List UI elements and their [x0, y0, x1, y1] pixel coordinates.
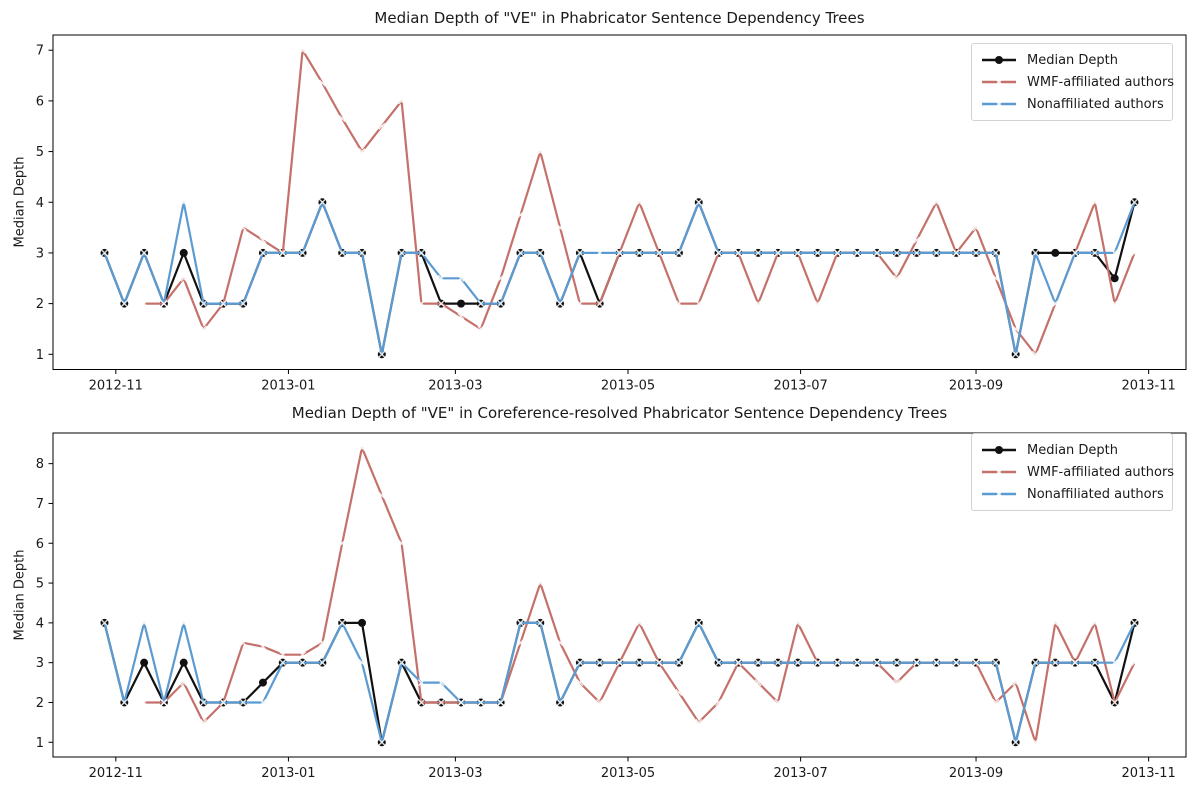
svg-text:2013-01: 2013-01 [261, 766, 315, 781]
nonaffiliated-line-sample-icon [982, 490, 1016, 498]
svg-text:7: 7 [36, 497, 44, 512]
bottom-chart-series-median-depth [100, 618, 1139, 747]
legend-item-wmf-affiliated: WMF-affiliated authors [980, 461, 1174, 483]
svg-text:2: 2 [36, 297, 44, 312]
svg-text:6: 6 [36, 94, 44, 109]
svg-text:2013-05: 2013-05 [601, 766, 655, 781]
svg-text:2012-11: 2012-11 [89, 379, 143, 394]
top-chart-y-axis: 1 2 3 4 5 6 7 [36, 44, 53, 363]
svg-text:8: 8 [36, 457, 44, 472]
legend-item-median-depth: Median Depth [980, 439, 1166, 461]
svg-text:2013-11: 2013-11 [1121, 766, 1175, 781]
legend-label-wmf-affiliated: WMF-affiliated authors [1027, 464, 1175, 480]
legend-label-median-depth: Median Depth [1027, 442, 1119, 458]
legend-item-median-depth: Median Depth [980, 49, 1166, 71]
top-chart-series-nonaffiliated-authors [101, 198, 1138, 358]
bottom-chart-y-axis: 1 2 3 4 5 6 7 8 [36, 457, 53, 751]
bottom-chart-title: Median Depth of "VE" in Coreference-reso… [291, 404, 948, 422]
bottom-chart-y-axis-label: Median Depth [12, 549, 28, 641]
nonaffiliated-line-sample-icon [982, 100, 1016, 108]
bottom-chart-series-nonaffiliated-authors [101, 619, 1138, 746]
top-chart-plot: 1 2 3 4 5 6 7 2012-11 2013-01 2013-03 2013-05 2013-… [36, 34, 1187, 394]
bottom-chart-plot: 1 2 3 4 5 6 7 8 2012-11 2013-01 2013-03 2013-05 2013… [36, 432, 1187, 781]
median-depth-line-sample-icon [982, 446, 1016, 454]
median-depth-line-sample-icon [982, 56, 1016, 64]
bottom-chart-axes [52, 432, 1187, 758]
svg-text:4: 4 [36, 196, 44, 211]
legend-item-nonaffiliated: Nonaffiliated authors [980, 93, 1166, 115]
svg-text:7: 7 [36, 44, 44, 59]
svg-text:2013-07: 2013-07 [773, 379, 827, 394]
legend-item-nonaffiliated: Nonaffiliated authors [980, 483, 1166, 505]
svg-text:5: 5 [36, 577, 44, 592]
legend-label-wmf-affiliated: WMF-affiliated authors [1027, 74, 1175, 90]
svg-text:2013-09: 2013-09 [949, 766, 1003, 781]
svg-text:1: 1 [36, 736, 44, 751]
bottom-chart-legend: Median Depth WMF-affiliated authors Nona… [971, 433, 1174, 511]
svg-text:2013-07: 2013-07 [773, 766, 827, 781]
svg-text:3: 3 [36, 656, 44, 671]
wmf-line-sample-icon [982, 468, 1016, 476]
svg-text:2: 2 [36, 696, 44, 711]
svg-text:2012-11: 2012-11 [89, 766, 143, 781]
top-chart-y-axis-label: Median Depth [12, 156, 28, 248]
top-chart-x-axis: 2012-11 2013-01 2013-03 2013-05 2013-07 2013-… [89, 369, 1176, 394]
svg-text:2013-11: 2013-11 [1121, 379, 1175, 394]
bottom-chart-x-axis: 2012-11 2013-01 2013-03 2013-05 2013-07 2013-… [89, 757, 1176, 781]
svg-text:3: 3 [36, 246, 44, 261]
svg-text:2013-05: 2013-05 [601, 379, 655, 394]
legend-label-median-depth: Median Depth [1027, 52, 1119, 68]
legend-item-wmf-affiliated: WMF-affiliated authors [980, 71, 1174, 93]
legend-label-nonaffiliated: Nonaffiliated authors [1027, 96, 1164, 112]
svg-text:1: 1 [36, 348, 44, 363]
legend-label-nonaffiliated: Nonaffiliated authors [1027, 486, 1164, 502]
svg-text:5: 5 [36, 145, 44, 160]
svg-text:2013-03: 2013-03 [428, 766, 482, 781]
top-chart-series-median-depth [100, 198, 1139, 359]
svg-text:2013-03: 2013-03 [428, 379, 482, 394]
svg-text:4: 4 [36, 616, 44, 631]
svg-text:6: 6 [36, 537, 44, 552]
svg-text:2013-01: 2013-01 [261, 379, 315, 394]
wmf-line-sample-icon [982, 78, 1016, 86]
top-chart-title: Median Depth of "VE" in Phabricator Sent… [374, 9, 865, 27]
svg-text:2013-09: 2013-09 [949, 379, 1003, 394]
top-chart-legend: Median Depth WMF-affiliated authors Nona… [971, 43, 1174, 121]
